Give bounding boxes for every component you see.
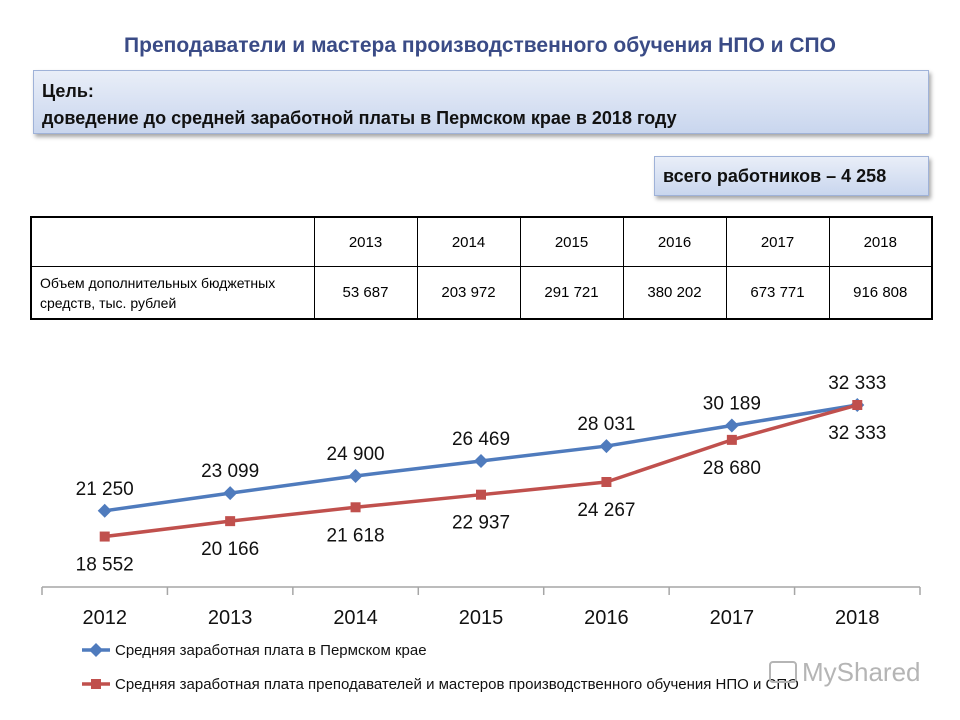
table-cell: 53 687 xyxy=(314,266,418,319)
table-cell: 380 202 xyxy=(623,266,727,319)
data-point xyxy=(350,502,361,513)
table-cell: 916 808 xyxy=(853,284,908,301)
x-axis: 2012 2013 2014 2015 2016 2017 2018 xyxy=(41,586,921,629)
legend-label: Средняя заработная плата в Пермском крае xyxy=(115,642,427,659)
x-tick-label: 2012 xyxy=(82,607,127,629)
table-year-header: 2015 xyxy=(520,217,624,267)
table-year-header: 2016 xyxy=(623,217,727,267)
data-label: 26 469 xyxy=(452,429,510,450)
x-tick-label: 2013 xyxy=(208,607,253,629)
data-label: 21 250 xyxy=(76,479,134,500)
legend-marker xyxy=(91,679,101,689)
budget-table: 2013 2014 2015 2016 2017 2018 Объем допо… xyxy=(30,216,933,320)
data-label: 28 680 xyxy=(703,458,761,479)
data-point xyxy=(97,503,112,518)
data-label: 24 900 xyxy=(327,444,385,465)
x-tick-label: 2014 xyxy=(333,607,378,629)
data-labels: 21 250 23 099 24 900 26 469 28 031 30 189 32 3… xyxy=(76,373,887,576)
data-label: 32 333 xyxy=(828,373,886,394)
data-label: 18 552 xyxy=(76,555,134,576)
data-point xyxy=(223,486,238,501)
legend-label: Средняя заработная плата преподавателей … xyxy=(115,676,799,693)
data-point xyxy=(474,453,488,468)
data-label: 22 937 xyxy=(452,513,510,534)
legend-marker xyxy=(89,643,103,657)
goal-heading: Цель: xyxy=(42,81,94,101)
goal-text: доведение до средней заработной платы в … xyxy=(42,108,677,128)
data-point xyxy=(476,489,486,500)
data-label: 23 099 xyxy=(201,461,259,482)
data-point xyxy=(852,400,863,411)
watermark-logo: MyShared xyxy=(769,657,921,687)
page-title: Преподаватели и мастера производственног… xyxy=(124,34,836,57)
data-label: 30 189 xyxy=(703,393,761,414)
data-point xyxy=(601,476,612,487)
goal-box: Цель: доведение до средней заработной пл… xyxy=(33,70,929,134)
x-tick-label: 2017 xyxy=(710,607,755,629)
chart-legend: Средняя заработная плата в Пермском крае… xyxy=(82,642,799,693)
table-year-header: 2014 xyxy=(417,217,521,267)
data-label: 20 166 xyxy=(201,539,259,560)
data-point xyxy=(724,418,739,433)
table-year-header: 2018 xyxy=(829,217,932,267)
data-point xyxy=(348,468,363,483)
data-point xyxy=(225,516,236,527)
data-point xyxy=(99,531,110,542)
table-cell: 291 721 xyxy=(520,266,624,319)
data-label: 24 267 xyxy=(577,500,635,521)
x-tick-label: 2016 xyxy=(584,607,629,629)
table-row: Объем дополнительных бюджетных средств, … xyxy=(31,266,932,319)
table-header-blank xyxy=(31,217,315,267)
x-tick-label: 2018 xyxy=(835,607,880,629)
table-row-label: Объем дополнительных бюджетных средств, … xyxy=(31,266,315,319)
table-cell: 203 972 xyxy=(417,266,521,319)
salary-line-chart: 2012 2013 2014 2015 2016 2017 2018 21 250 23 09… xyxy=(41,373,921,693)
data-point xyxy=(726,434,737,445)
table-header-row: 2013 2014 2015 2016 2017 2018 xyxy=(31,217,932,267)
table-year-header: 2017 xyxy=(726,217,830,267)
table-year-header: 2013 xyxy=(314,217,418,267)
data-label: 32 333 xyxy=(828,423,886,444)
data-label: 28 031 xyxy=(577,414,635,435)
workers-count-box: всего работников – 4 258 xyxy=(654,156,929,196)
data-label: 21 618 xyxy=(327,525,385,546)
table-cell: 673 771 xyxy=(726,266,830,319)
watermark-text: MyShared xyxy=(802,657,921,687)
series-group xyxy=(97,398,865,542)
data-point xyxy=(599,439,614,454)
x-tick-label: 2015 xyxy=(459,607,504,629)
